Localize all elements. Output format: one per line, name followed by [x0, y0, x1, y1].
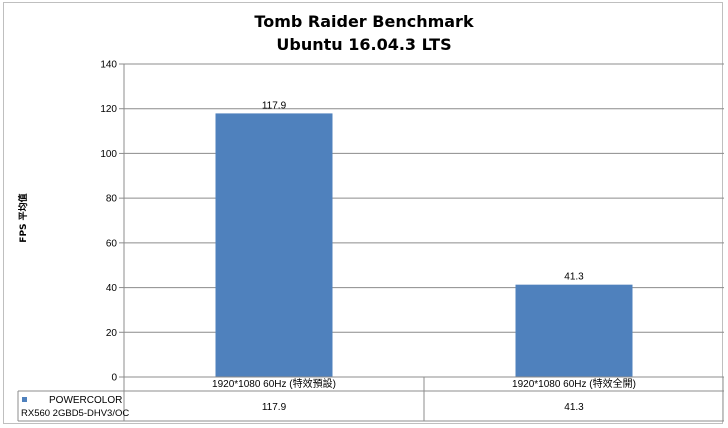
- bar: [515, 284, 633, 377]
- category-label: 1920*1080 60Hz (特效預設): [212, 377, 336, 390]
- y-tick-label: 60: [106, 238, 118, 249]
- gridlines: [124, 63, 724, 333]
- data-label: 117.9: [262, 100, 287, 111]
- bars: 117.9 41.3: [215, 100, 633, 377]
- chart-title: Tomb Raider Benchmark: [254, 12, 474, 31]
- y-tick-label: 120: [100, 104, 117, 115]
- legend-key: [22, 397, 27, 402]
- y-tick-label: 80: [106, 194, 118, 205]
- legend-label: POWERCOLOR: [49, 395, 122, 406]
- table-cell: 117.9: [262, 402, 287, 413]
- data-table: 1920*1080 60Hz (特效預設) 1920*1080 60Hz (特效全…: [17, 377, 724, 422]
- y-tick-label: 100: [100, 149, 117, 160]
- y-tick-label: 140: [100, 60, 117, 71]
- y-tick-labels: 0 20 40 60 80 100 120 140: [100, 60, 117, 384]
- category-label: 1920*1080 60Hz (特效全開): [512, 377, 636, 390]
- chart-frame: Tomb Raider Benchmark Ubuntu 16.04.3 LTS…: [3, 2, 724, 424]
- y-tick-label: 0: [111, 373, 117, 384]
- table-cell: 41.3: [564, 402, 584, 413]
- bar-chart: Tomb Raider Benchmark Ubuntu 16.04.3 LTS…: [17, 12, 724, 422]
- legend-label: RX560 2GBD5-DHV3/OC: [21, 408, 129, 419]
- bar: [215, 113, 333, 377]
- data-label: 41.3: [564, 272, 584, 283]
- y-tick-label: 20: [106, 328, 118, 339]
- chart-subtitle: Ubuntu 16.04.3 LTS: [276, 35, 451, 54]
- axes: [119, 63, 724, 378]
- y-axis-label: FPS 平均值: [17, 193, 29, 242]
- y-tick-label: 40: [106, 283, 118, 294]
